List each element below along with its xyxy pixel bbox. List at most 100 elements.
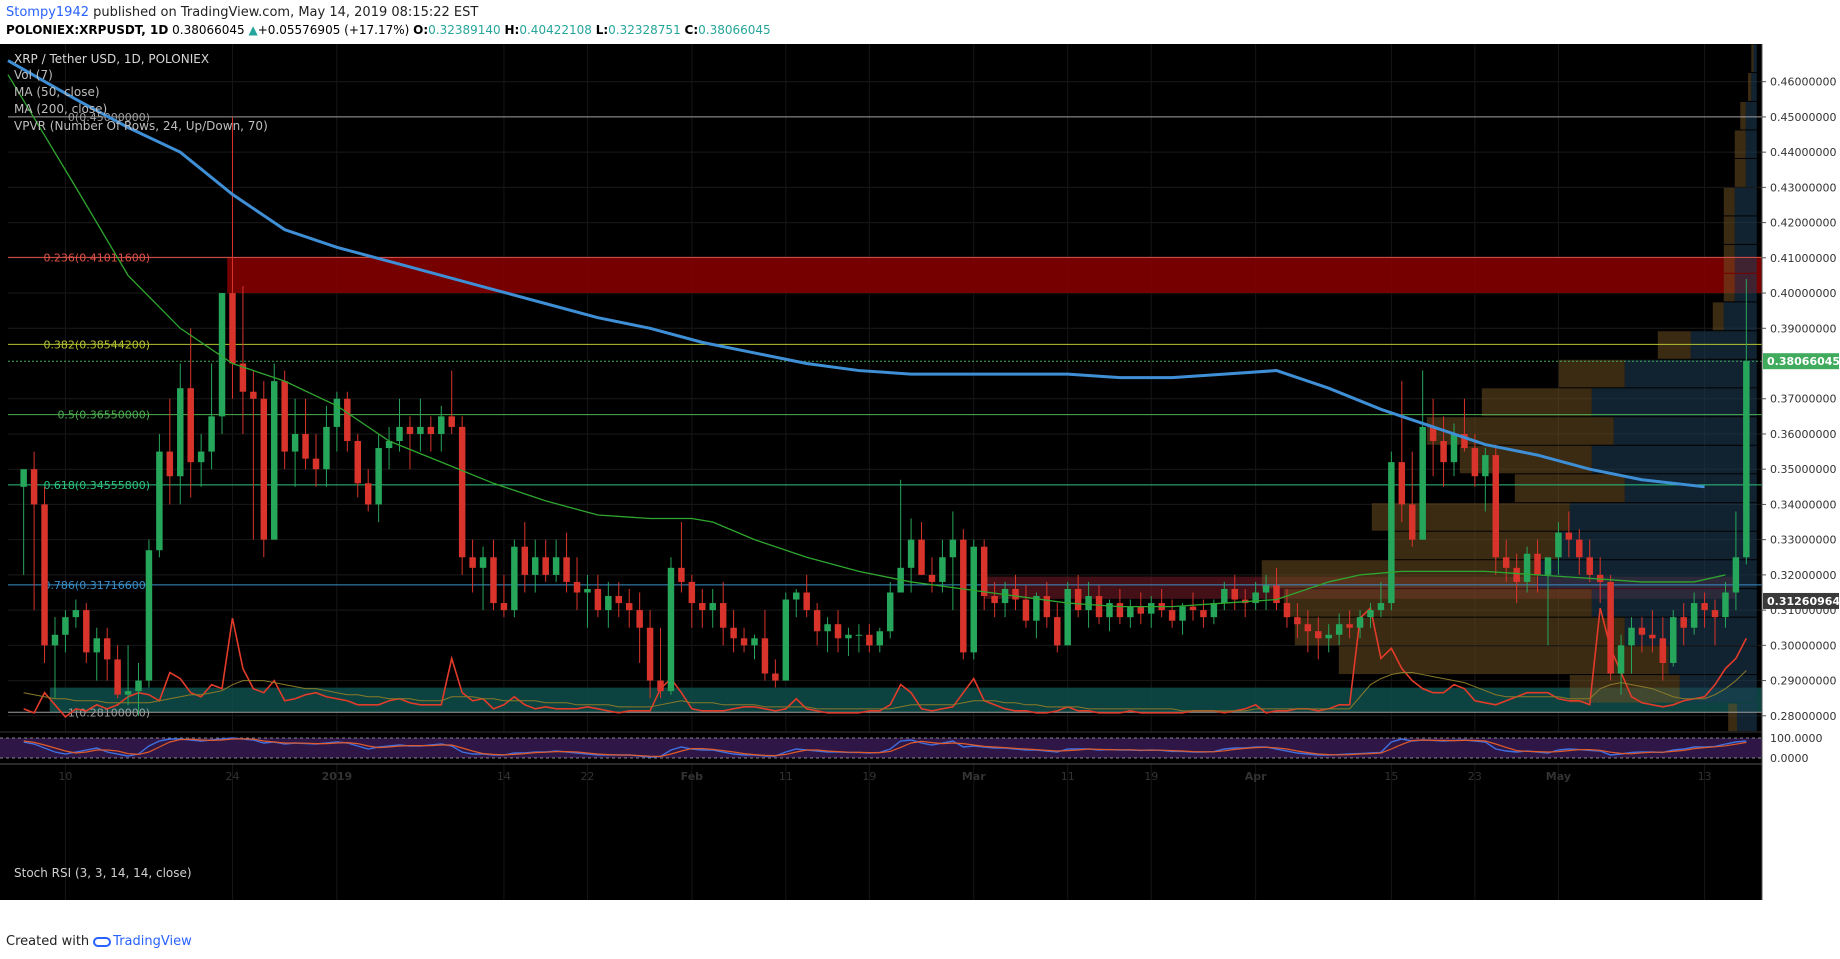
candle-body: [552, 557, 560, 575]
candle-body: [218, 293, 226, 417]
candle-body: [845, 634, 852, 639]
candle-body: [1596, 574, 1604, 582]
candle-body: [1179, 606, 1186, 621]
candle-body: [1033, 596, 1040, 621]
candle-body: [980, 546, 988, 597]
candle-body: [688, 581, 696, 604]
candle-body: [1544, 557, 1552, 575]
price-tick-label: 0.40000000: [1770, 287, 1836, 300]
candle-body: [291, 433, 299, 452]
candle-body: [772, 673, 779, 681]
vpvr-bar-down: [1734, 130, 1746, 158]
candle-body: [1147, 603, 1155, 614]
candle-body: [1346, 624, 1353, 628]
vpvr-bar-up: [1624, 359, 1757, 388]
candle-body: [1523, 553, 1531, 582]
vpvr-bar-up: [1558, 531, 1757, 560]
vpvr-bar-down: [1459, 445, 1592, 474]
candle-body: [625, 603, 633, 611]
candle-body: [438, 416, 445, 434]
candle-body: [1670, 617, 1677, 663]
candle-body: [636, 610, 643, 628]
candle-body: [1482, 455, 1489, 477]
time-tick-label: May: [1546, 770, 1571, 783]
candle-body: [1502, 557, 1510, 568]
time-tick-label: 22: [580, 770, 594, 783]
candle-body: [1377, 603, 1385, 611]
candle-body: [1680, 617, 1687, 628]
candle-body: [187, 388, 194, 463]
time-tick-label: 23: [1468, 770, 1482, 783]
candle-body: [1471, 448, 1479, 477]
candle-body: [448, 416, 455, 427]
price-axis[interactable]: 0.46000000 0.45000000 0.44000000 0.43000000…: [1761, 44, 1840, 900]
vpvr-bar-down: [1558, 359, 1625, 388]
price-tick-label: 0.32000000: [1770, 569, 1836, 582]
time-axis[interactable]: 10 24 2019 14 22 Feb 11 19 Mar 11 19 Apr 15 23 May 13: [0, 763, 1762, 783]
vpvr-bar-down: [1371, 503, 1570, 531]
fib-label-0.382: 0.382(0.38544200): [43, 338, 150, 351]
stoch-tick-label: 0.0000: [1770, 752, 1809, 765]
candle-body: [1565, 532, 1573, 540]
author-link[interactable]: Stompy1942: [6, 5, 89, 20]
vpvr-histogram: [1261, 44, 1757, 732]
candle-body: [667, 567, 675, 692]
last-price: 0.38066045: [172, 23, 245, 37]
candle-body: [594, 588, 602, 611]
support-zone: [49, 687, 1762, 713]
candle-body: [260, 398, 268, 540]
legend-ma200: MA (200, close): [14, 102, 107, 116]
legend-ma50: MA (50, close): [14, 85, 100, 99]
vpvr-bar-down: [1261, 560, 1537, 589]
tradingview-link[interactable]: TradingView: [113, 934, 192, 949]
vpvr-bar-up: [1624, 617, 1757, 646]
candle-body: [532, 557, 539, 575]
legend-vol: Vol (7): [14, 68, 53, 82]
vpvr-bar-up: [1751, 73, 1757, 101]
candle-body: [396, 426, 403, 442]
candle-body: [1638, 627, 1646, 635]
stoch-band: [0, 738, 1762, 758]
vpvr-bar-up: [1624, 474, 1757, 503]
candle-body: [542, 557, 549, 575]
candle-body: [1440, 441, 1447, 463]
candle-body: [270, 381, 278, 540]
low-label: L:: [595, 23, 609, 37]
price-tick-label: 0.46000000: [1770, 76, 1836, 89]
candle-body: [1221, 588, 1228, 604]
vpvr-bar-down: [1283, 589, 1592, 617]
candle-body: [1492, 455, 1500, 558]
legend-stoch: Stoch RSI (3, 3, 14, 14, close): [14, 866, 192, 880]
time-tick-label: Mar: [962, 770, 986, 783]
candle-body: [886, 592, 894, 632]
candle-body: [20, 469, 27, 487]
volume-ma-line: [23, 670, 1747, 712]
candle-body: [500, 603, 508, 611]
candle-body: [469, 557, 476, 568]
candle-body: [1315, 631, 1322, 639]
candle-body: [1304, 624, 1312, 632]
candle-body: [124, 691, 132, 695]
axis-background: [1762, 44, 1840, 932]
time-tick-label: Apr: [1245, 770, 1267, 783]
vpvr-bar-up: [1753, 44, 1757, 73]
candle-body: [1711, 610, 1719, 618]
candle-body: [605, 596, 612, 611]
candle-body: [417, 426, 424, 434]
vpvr-bar-down: [1393, 531, 1559, 560]
price-chart[interactable]: 0.236(0.41011600) 0.382(0.38544200) 0.5(0.…: [0, 44, 1840, 932]
candle-body: [1356, 617, 1364, 628]
price-tick-label: 0.41000000: [1770, 252, 1836, 265]
candle-body: [1262, 585, 1270, 593]
price-tick-label: 0.34000000: [1770, 498, 1836, 511]
chart-legend: XRP / Tether USD, 1D, POLONIEX Vol (7) M…: [14, 52, 268, 880]
candle-body: [740, 638, 748, 646]
fib-label-0.5: 0.5(0.36550000): [57, 409, 150, 422]
candle-body: [730, 627, 737, 639]
candle-body: [62, 617, 69, 635]
candle-body: [51, 634, 59, 646]
candle-body: [1273, 585, 1280, 604]
legend-vpvr: VPVR (Number Of Rows, 24, Up/Down, 70): [14, 119, 268, 133]
candle-body: [1137, 606, 1145, 614]
vpvr-bar-up: [1569, 503, 1757, 531]
